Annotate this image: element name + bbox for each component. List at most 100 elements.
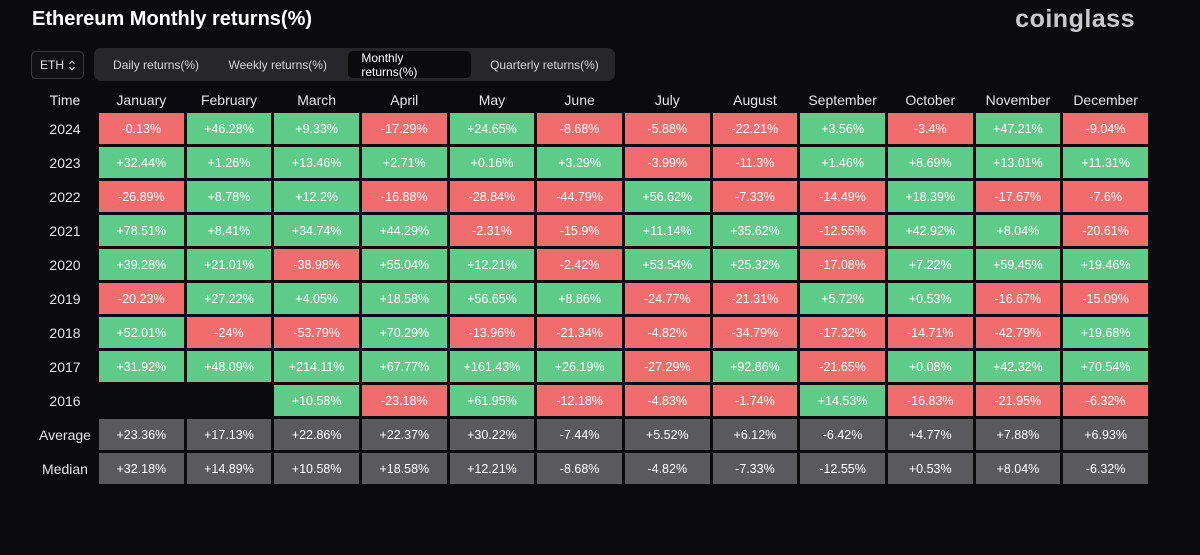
return-cell: -21.95% — [975, 385, 1061, 419]
return-cell: -11.3% — [712, 147, 798, 181]
return-cell: +11.14% — [624, 215, 710, 249]
year-row: 2017 +31.92% +48.09% +214.11% +67.77% +161.43… — [34, 351, 1148, 385]
return-cell: -16.67% — [975, 283, 1061, 317]
return-cell: +18.58% — [361, 283, 447, 317]
return-cell: +10.58% — [274, 453, 359, 487]
column-header-month: January — [116, 91, 167, 108]
return-cell: +56.65% — [449, 283, 535, 317]
return-cell: +32.18% — [99, 453, 184, 487]
return-cell: +24.65% — [449, 113, 535, 147]
return-cell: +42.32% — [975, 351, 1061, 385]
return-cell: +21.01% — [186, 249, 272, 283]
return-cell: -0.13% — [99, 113, 184, 147]
return-cell: -15.9% — [537, 215, 622, 249]
asset-select[interactable]: ETH — [31, 51, 84, 79]
return-cell: -7.33% — [712, 181, 798, 215]
return-cell: +12.2% — [274, 181, 359, 215]
return-cell: -21.34% — [537, 317, 622, 351]
return-cell: +22.37% — [361, 419, 447, 453]
return-cell: -14.71% — [887, 317, 973, 351]
tab-monthly-returns[interactable]: Monthly returns(%) — [348, 51, 471, 79]
return-cell: -8.68% — [537, 113, 622, 147]
return-cell: -21.65% — [800, 351, 885, 385]
year-row: 2020 +39.28% +21.01% -38.98% +55.04% +12.21% -… — [34, 249, 1148, 283]
return-cell: +42.92% — [887, 215, 973, 249]
return-cell: -2.31% — [449, 215, 535, 249]
return-cell: +8.69% — [887, 147, 973, 181]
return-cell: +6.93% — [1063, 419, 1148, 453]
return-cell: -17.29% — [361, 113, 447, 147]
year-row: 2024 -0.13% +46.28% +9.33% -17.29% +24.65% -8.… — [34, 113, 1148, 147]
return-cell: +14.89% — [186, 453, 272, 487]
return-cell: -24% — [186, 317, 272, 351]
chevron-up-down-icon — [69, 59, 75, 71]
return-cell: -14.49% — [800, 181, 885, 215]
return-cell: +32.44% — [99, 147, 184, 181]
return-cell: +56.62% — [624, 181, 710, 215]
column-header-month: July — [654, 91, 680, 108]
return-cell: +4.05% — [274, 283, 359, 317]
return-cell: -20.61% — [1063, 215, 1148, 249]
row-label-year: 2017 — [34, 351, 96, 385]
page-title: Ethereum Monthly returns(%) — [32, 8, 313, 30]
returns-tab-bar: Daily returns(%) Weekly returns(%) Month… — [94, 48, 615, 81]
return-cell: +39.28% — [99, 249, 184, 283]
return-cell: +0.08% — [887, 351, 973, 385]
year-row: 2022 -26.89% +8.78% +12.2% -16.88% -28.84% -44… — [34, 181, 1148, 215]
return-cell: +14.53% — [800, 385, 885, 419]
return-cell: +8.78% — [186, 181, 272, 215]
tab-daily-returns[interactable]: Daily returns(%) — [113, 57, 200, 72]
return-cell: +12.21% — [449, 249, 535, 283]
return-cell: +53.54% — [624, 249, 710, 283]
return-cell: -12.18% — [537, 385, 622, 419]
return-cell: +46.28% — [186, 113, 272, 147]
year-row: 2016 +10.58% -23.18% +61.95% -12.18% -4.83% -1… — [34, 385, 1148, 419]
return-cell: +30.22% — [449, 419, 535, 453]
column-header-month: December — [1073, 91, 1138, 108]
return-cell: +3.56% — [800, 113, 885, 147]
return-cell: -3.99% — [624, 147, 710, 181]
monthly-returns-table: Time January February March April May Ju… — [31, 86, 1151, 487]
column-header-time: Time — [49, 91, 81, 108]
stat-row: Median +32.18% +14.89% +10.58% +18.58% +12.21… — [34, 453, 1148, 487]
row-label-year: 2023 — [34, 147, 96, 181]
row-label-year: 2018 — [34, 317, 96, 351]
return-cell: +1.26% — [186, 147, 272, 181]
return-cell: -20.23% — [99, 283, 184, 317]
return-cell: +22.86% — [274, 419, 359, 453]
empty-cell — [186, 385, 272, 419]
return-cell: +8.04% — [975, 453, 1061, 487]
return-cell: +70.29% — [361, 317, 447, 351]
return-cell: +5.72% — [800, 283, 885, 317]
return-cell: +13.01% — [975, 147, 1061, 181]
return-cell: +52.01% — [99, 317, 184, 351]
return-cell: -23.18% — [361, 385, 447, 419]
return-cell: +19.68% — [1063, 317, 1148, 351]
return-cell: -4.82% — [624, 453, 710, 487]
return-cell: +61.95% — [449, 385, 535, 419]
return-cell: -4.82% — [624, 317, 710, 351]
return-cell: +18.58% — [361, 453, 447, 487]
return-cell: -27.29% — [624, 351, 710, 385]
return-cell: +67.77% — [361, 351, 447, 385]
row-label-year: 2022 — [34, 181, 96, 215]
return-cell: +26.19% — [537, 351, 622, 385]
return-cell: +0.53% — [887, 453, 973, 487]
return-cell: -13.96% — [449, 317, 535, 351]
row-label-year: 2019 — [34, 283, 96, 317]
return-cell: +78.51% — [99, 215, 184, 249]
return-cell: +7.88% — [975, 419, 1061, 453]
tab-weekly-returns[interactable]: Weekly returns(%) — [228, 57, 327, 72]
year-row: 2023 +32.44% +1.26% +13.46% +2.71% +0.16% +3.2… — [34, 147, 1148, 181]
return-cell: -38.98% — [274, 249, 359, 283]
column-header-month: October — [905, 91, 956, 108]
return-cell: -21.31% — [712, 283, 798, 317]
return-cell: +161.43% — [449, 351, 535, 385]
return-cell: +70.54% — [1063, 351, 1148, 385]
column-header-month: May — [478, 91, 506, 108]
return-cell: +6.12% — [712, 419, 798, 453]
return-cell: -6.32% — [1063, 385, 1148, 419]
tab-quarterly-returns[interactable]: Quarterly returns(%) — [490, 57, 599, 72]
year-row: 2021 +78.51% +8.41% +34.74% +44.29% -2.31% -15… — [34, 215, 1148, 249]
row-label-year: 2016 — [34, 385, 96, 419]
